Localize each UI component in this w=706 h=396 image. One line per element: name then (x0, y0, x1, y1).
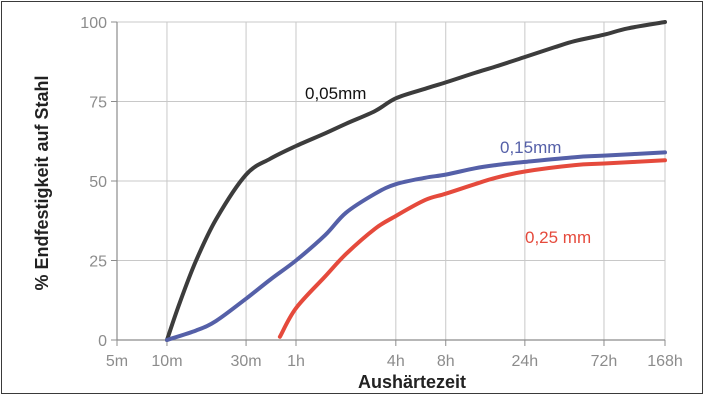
x-tick-label: 72h (591, 353, 618, 370)
x-tick-label: 8h (437, 353, 455, 370)
series-lines (165, 20, 667, 342)
series-label-005mm: 0,05mm (305, 84, 366, 103)
y-tick-labels: 0 25 50 75 100 (80, 15, 107, 350)
y-tick-label: 25 (89, 254, 107, 271)
x-axis-title: Aushärtezeit (358, 372, 466, 392)
series-label-025mm: 0,25 mm (525, 228, 591, 247)
y-tick-label: 100 (80, 15, 107, 32)
axes (111, 21, 666, 346)
series-line-005mm (165, 20, 667, 342)
x-tick-label: 168h (647, 353, 683, 370)
x-tick-label: 4h (387, 353, 405, 370)
series-line-025mm (277, 158, 667, 339)
x-tick-label: 10m (151, 353, 182, 370)
x-tick-label: 1h (287, 353, 305, 370)
x-tick-label: 24h (512, 353, 539, 370)
series-line-015mm (165, 150, 667, 342)
grid (116, 21, 666, 341)
x-tick-labels: 5m 10m 30m 1h 4h 8h 24h 72h 168h (106, 353, 683, 370)
x-tick-label: 30m (231, 353, 262, 370)
x-tick-label: 5m (106, 353, 128, 370)
y-axis-title: % Endfestigkeit auf Stahl (32, 75, 52, 290)
y-tick-label: 75 (89, 95, 107, 112)
y-tick-label: 0 (98, 333, 107, 350)
series-label-015mm: 0,15mm (500, 138, 561, 157)
series-labels: 0,05mm 0,15mm 0,25 mm (305, 84, 591, 247)
y-tick-label: 50 (89, 174, 107, 191)
